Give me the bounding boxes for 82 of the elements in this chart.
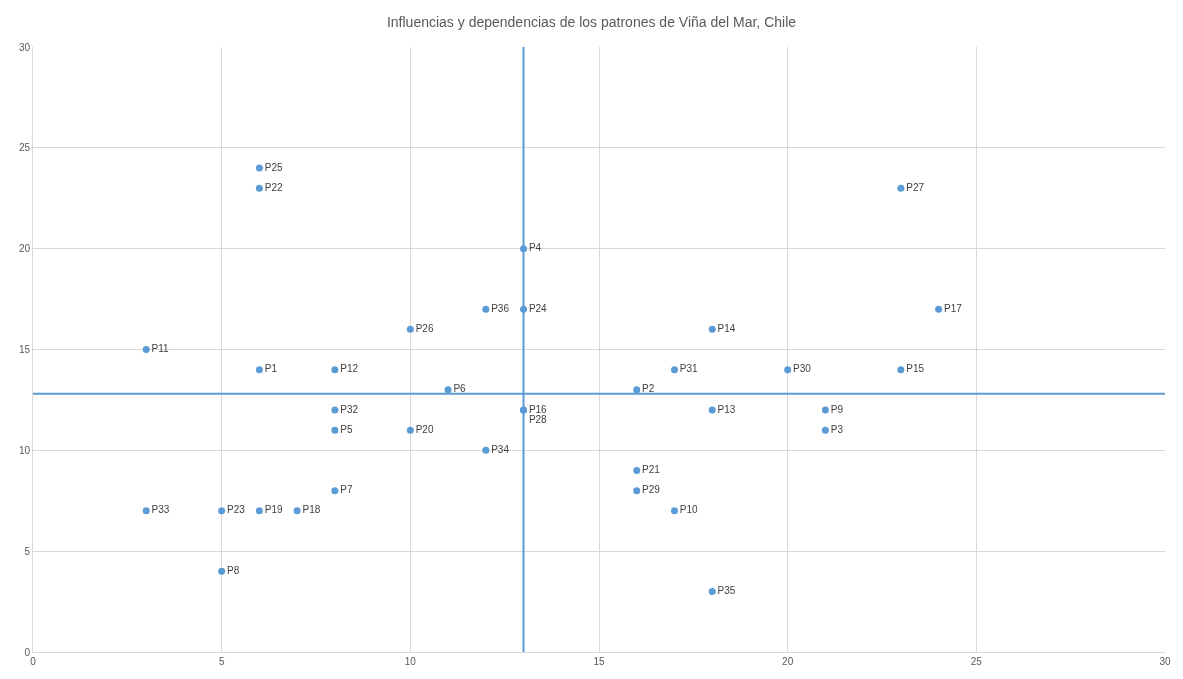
point bbox=[708, 588, 716, 595]
data-label: P19 bbox=[264, 504, 284, 516]
data-label: P3 bbox=[830, 423, 844, 435]
point bbox=[218, 567, 226, 575]
data-label: P35 bbox=[717, 585, 736, 596]
data-label: P4 bbox=[528, 242, 542, 254]
data-label: P2 bbox=[642, 383, 655, 395]
data-label: P29 bbox=[642, 484, 661, 496]
data-label: P23 bbox=[227, 504, 246, 516]
y-tick-label: 30 bbox=[18, 41, 31, 53]
data-label: P30 bbox=[793, 363, 812, 375]
data-label: P21 bbox=[642, 464, 661, 475]
point bbox=[670, 366, 678, 374]
data-label: P5 bbox=[340, 423, 353, 435]
point bbox=[331, 366, 339, 374]
point bbox=[633, 386, 641, 394]
point bbox=[935, 305, 943, 313]
data-label: P10 bbox=[679, 504, 699, 516]
data-label: P12 bbox=[340, 363, 359, 375]
x-tick-label: 15 bbox=[593, 656, 605, 667]
point bbox=[482, 305, 490, 313]
data-label: P14 bbox=[717, 322, 736, 334]
y-tick-label: 10 bbox=[18, 444, 31, 456]
point bbox=[255, 507, 263, 515]
point bbox=[218, 507, 226, 515]
x-tick-label: 20 bbox=[782, 656, 794, 667]
data-label: P26 bbox=[415, 322, 434, 334]
data-label: P16 bbox=[528, 403, 548, 415]
point bbox=[255, 366, 263, 374]
data-label: P17 bbox=[943, 302, 963, 314]
data-label: P13 bbox=[717, 403, 736, 415]
data-label: P25 bbox=[264, 161, 284, 173]
point bbox=[331, 426, 339, 434]
data-label: P6 bbox=[453, 383, 467, 395]
data-label: P20 bbox=[415, 423, 434, 435]
data-label: P32 bbox=[340, 403, 359, 415]
point bbox=[293, 507, 301, 515]
point bbox=[633, 487, 641, 495]
point bbox=[708, 325, 716, 333]
data-label: P7 bbox=[340, 484, 353, 496]
y-tick-label: 15 bbox=[18, 344, 31, 355]
point bbox=[482, 446, 490, 454]
point bbox=[331, 406, 339, 414]
data-label: P36 bbox=[491, 302, 510, 314]
point bbox=[897, 184, 905, 192]
point bbox=[784, 366, 792, 374]
point bbox=[633, 467, 641, 474]
data-label: P31 bbox=[679, 363, 699, 375]
data-label: P27 bbox=[906, 181, 925, 193]
data-label: P34 bbox=[491, 443, 510, 455]
y-tick-label: 25 bbox=[18, 142, 31, 154]
point bbox=[142, 346, 150, 353]
x-tick-label: 5 bbox=[218, 656, 225, 667]
y-tick-label: 5 bbox=[24, 545, 31, 557]
point bbox=[670, 507, 678, 515]
x-tick-label: 10 bbox=[404, 656, 417, 667]
point bbox=[897, 366, 905, 374]
data-label: P33 bbox=[151, 504, 170, 516]
point bbox=[255, 164, 263, 172]
data-label: P9 bbox=[830, 403, 844, 415]
data-label: P22 bbox=[264, 181, 284, 193]
data-label: P11 bbox=[151, 343, 170, 354]
chart-title: Influencias y dependencias de los patrones de Viña del Mar, Chile bbox=[386, 13, 797, 30]
point bbox=[331, 487, 339, 495]
y-tick-label: 20 bbox=[18, 243, 31, 255]
data-label: P18 bbox=[302, 504, 321, 516]
point bbox=[406, 325, 414, 333]
data-label: P8 bbox=[227, 564, 240, 576]
data-label: P15 bbox=[906, 363, 925, 375]
point bbox=[821, 406, 829, 414]
x-tick-label: 30 bbox=[1159, 656, 1171, 667]
point bbox=[444, 386, 452, 394]
point bbox=[406, 426, 414, 434]
point bbox=[255, 184, 263, 192]
point bbox=[708, 406, 716, 414]
point bbox=[142, 507, 150, 515]
x-tick-label: 25 bbox=[970, 656, 983, 667]
data-label: P28 bbox=[528, 413, 548, 425]
data-label: P24 bbox=[528, 302, 548, 314]
y-tick-label: 0 bbox=[24, 646, 31, 658]
point bbox=[821, 426, 829, 434]
data-label: P1 bbox=[264, 363, 278, 375]
